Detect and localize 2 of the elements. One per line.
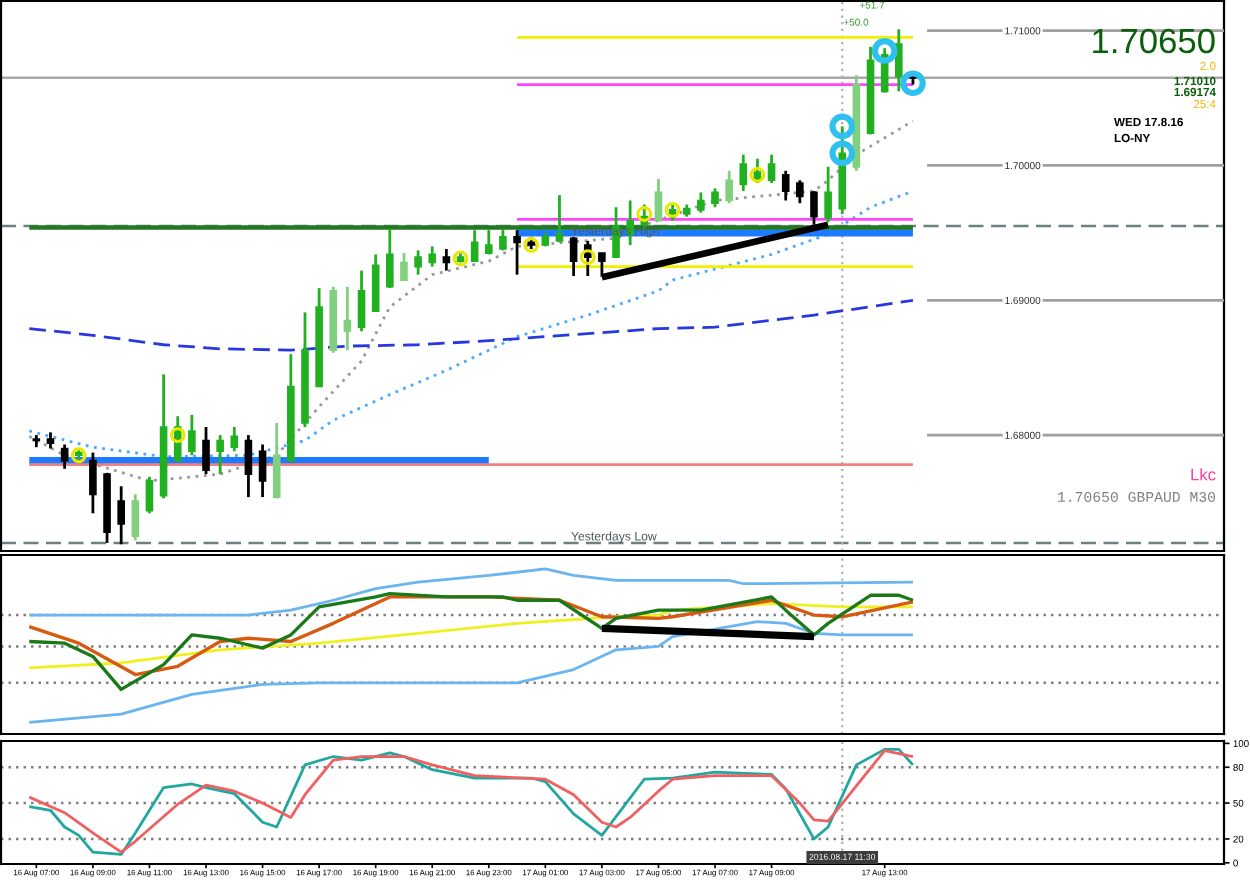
annotation: Lkc <box>1191 468 1216 481</box>
annotation: 1.70650 <box>1093 28 1215 54</box>
